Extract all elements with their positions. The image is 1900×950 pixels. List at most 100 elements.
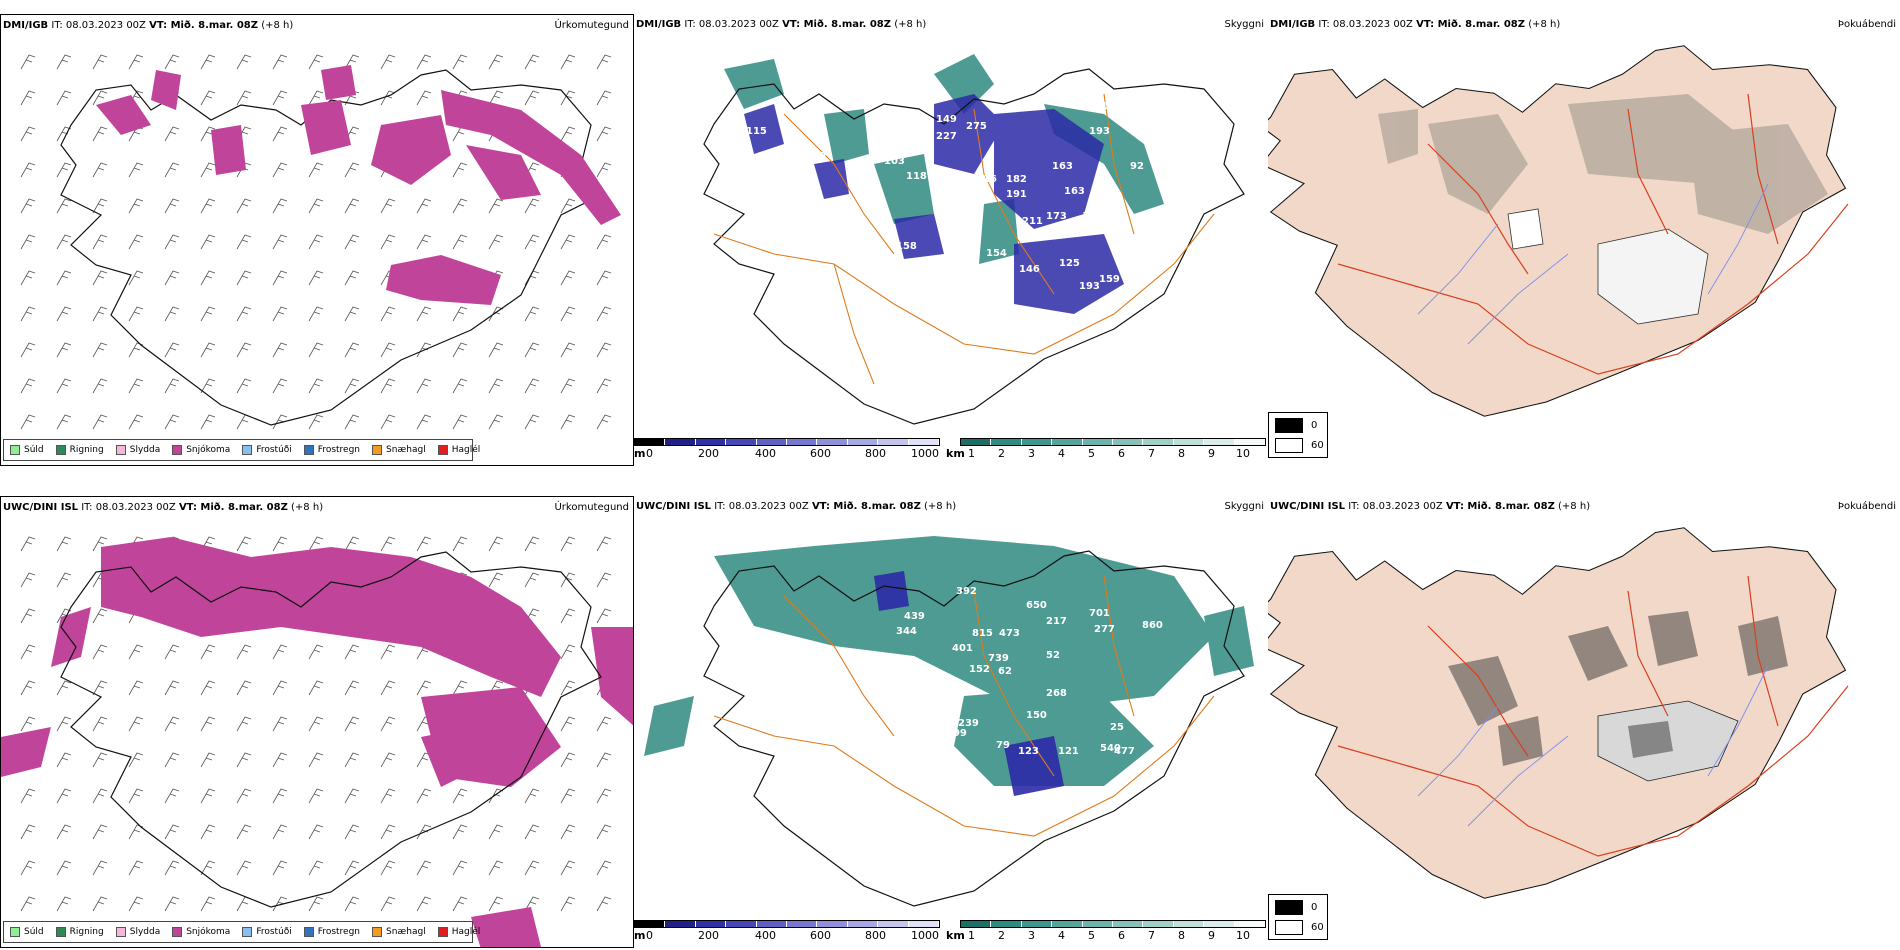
panel-title: Úrkomutegund [554, 20, 629, 31]
vis-label-26: 90 [1121, 261, 1135, 272]
iceland-precip-map[interactable] [1, 15, 634, 466]
precip-type-legend: Súld Rigning Slydda Snjókoma Frostúði Fr… [3, 921, 480, 943]
iceland-cloud-visibility-map-bottom[interactable]: 439 344 574 392 815 473 650 217 701 277 … [634, 496, 1268, 948]
legend-swatch [303, 927, 314, 937]
vis-label-14: 152 [969, 664, 990, 675]
visibility-value-labels: 115 242 103 118 116 182 191 163 211 193 … [730, 101, 1196, 292]
legend-swatch [242, 927, 253, 937]
vis-label-15: 183 [1082, 211, 1103, 222]
panel-title: Þokuábendi [1837, 19, 1896, 30]
legend-swatch [372, 927, 383, 937]
scale-tick: 1 [968, 447, 975, 460]
scale-tick: 0 [646, 447, 653, 460]
wind-barbs [20, 54, 612, 430]
vis-label-22: 149 [949, 246, 970, 257]
iceland-fog-map[interactable] [1268, 14, 1900, 466]
scale-tick: 800 [865, 447, 886, 460]
scale-tick: 10 [1236, 447, 1250, 460]
fog-swatch-60 [1275, 920, 1303, 935]
iceland-cloud-visibility-map[interactable]: 115 242 103 118 116 182 191 163 211 193 … [634, 14, 1268, 466]
precip-type-panel-top: DMI/IGB IT: 08.03.2023 00Z VT: Mið. 8.ma… [0, 14, 634, 466]
cloud-visibility-panel-top: DMI/IGB IT: 08.03.2023 00Z VT: Mið. 8.ma… [634, 14, 1268, 466]
vis-label-10: 193 [1089, 126, 1110, 137]
fog-indicator-panel-top: DMI/IGB IT: 08.03.2023 00Z VT: Mið. 8.ma… [1268, 14, 1900, 466]
vis-label-6: 182 [1006, 174, 1027, 185]
scale-tick: 3 [1028, 447, 1035, 460]
vis-label-15: 62 [998, 666, 1012, 677]
vis-label-17: 211 [1022, 216, 1043, 227]
vis-label-26: 540 [1100, 743, 1121, 754]
legend-item-7: Snæhagl [372, 445, 426, 455]
panel-title: Skyggni [1224, 501, 1264, 512]
vis-label-14: 173 [1046, 211, 1067, 222]
vis-label-4: 392 [956, 586, 977, 597]
scale-tick: 200 [698, 929, 719, 942]
vis-label-20: 159 [1099, 274, 1120, 285]
legend-item-5: Frostúði [242, 927, 292, 937]
scale-tick: 5 [1088, 447, 1095, 460]
vis-label-30: 275 [966, 121, 987, 132]
scale-tick: 600 [810, 447, 831, 460]
vis-label-5: 116 [976, 174, 997, 185]
scale-tick: 8 [1178, 929, 1185, 942]
vis-label-21: 123 [1018, 746, 1039, 757]
vis-label-25: 149 [936, 114, 957, 125]
scale-tick: 1000 [911, 929, 939, 942]
visibility-areas [644, 536, 1254, 786]
vis-label-13: 739 [988, 653, 1009, 664]
legend-swatch [437, 445, 448, 455]
fog-areas [1448, 611, 1788, 766]
legend-item-8: Haglél [437, 927, 480, 937]
vis-label-19: 146 [1019, 264, 1040, 275]
scale-tick: 6 [1118, 447, 1125, 460]
scale-tick: 200 [698, 447, 719, 460]
roads-red [1337, 93, 1849, 375]
legend-item-6: Frostregn [303, 445, 360, 455]
panel-header: DMI/IGB IT: 08.03.2023 00Z VT: Mið. 8.ma… [1270, 19, 1896, 30]
vis-label-20: 239 [958, 718, 979, 729]
panel-title: Þokuábendi [1837, 501, 1896, 512]
roads-orange [713, 575, 1215, 837]
rivers [1417, 665, 1769, 827]
vis-label-9: 211 [1094, 101, 1115, 112]
iceland-precip-map-bottom[interactable] [1, 497, 634, 948]
snow-areas [1, 537, 633, 947]
vis-label-23: 150 [1026, 710, 1047, 721]
vis-label-27: 25 [1110, 722, 1124, 733]
vis-label-1: 439 [904, 611, 925, 622]
iceland-fog-map-bottom[interactable] [1268, 496, 1900, 948]
roads-orange [713, 93, 1215, 385]
scale-unit: km [946, 929, 965, 942]
cloud-base-areas [874, 571, 1064, 796]
vis-label-8: 217 [1046, 616, 1067, 627]
scale-tick: 9 [1208, 929, 1215, 942]
panel-title: Skyggni [1224, 19, 1264, 30]
precip-type-legend: Súld Rigning Slydda Snjókoma Frostúði Fr… [3, 439, 480, 461]
scale-tick: 2 [998, 929, 1005, 942]
scale-tick: 400 [755, 447, 776, 460]
vis-label-12: 401 [952, 643, 973, 654]
fog-indicator-panel-bottom: UWC/DINI ISL IT: 08.03.2023 00Z VT: Mið.… [1268, 496, 1900, 948]
legend-item-4: Snjókoma [172, 927, 230, 937]
vis-label-16: 52 [1046, 650, 1060, 661]
legend-swatch [10, 927, 20, 937]
vis-label-17: 268 [1046, 688, 1067, 699]
legend-item-1: Súld [10, 927, 44, 937]
scale-unit: m [634, 447, 646, 460]
scale-tick: 2 [998, 447, 1005, 460]
vis-label-2: 242 [806, 151, 827, 162]
vis-label-18: 125 [1059, 258, 1080, 269]
legend-item-5: Frostúði [242, 445, 292, 455]
scale-tick: 9 [1208, 447, 1215, 460]
rivers [1417, 183, 1769, 345]
legend-item-6: Frostregn [303, 927, 360, 937]
vis-label-5: 815 [972, 628, 993, 639]
fog-swatch-60 [1275, 438, 1303, 453]
legend-item-2: Rigning [55, 445, 104, 455]
vis-label-3: 574 [846, 658, 867, 669]
vis-label-24: 121 [1058, 746, 1079, 757]
scale-tick: 1 [968, 929, 975, 942]
legend-swatch [10, 445, 20, 455]
visibility-value-labels: 439 344 574 392 815 473 650 217 701 277 … [846, 586, 1163, 757]
legend-swatch [115, 445, 126, 455]
